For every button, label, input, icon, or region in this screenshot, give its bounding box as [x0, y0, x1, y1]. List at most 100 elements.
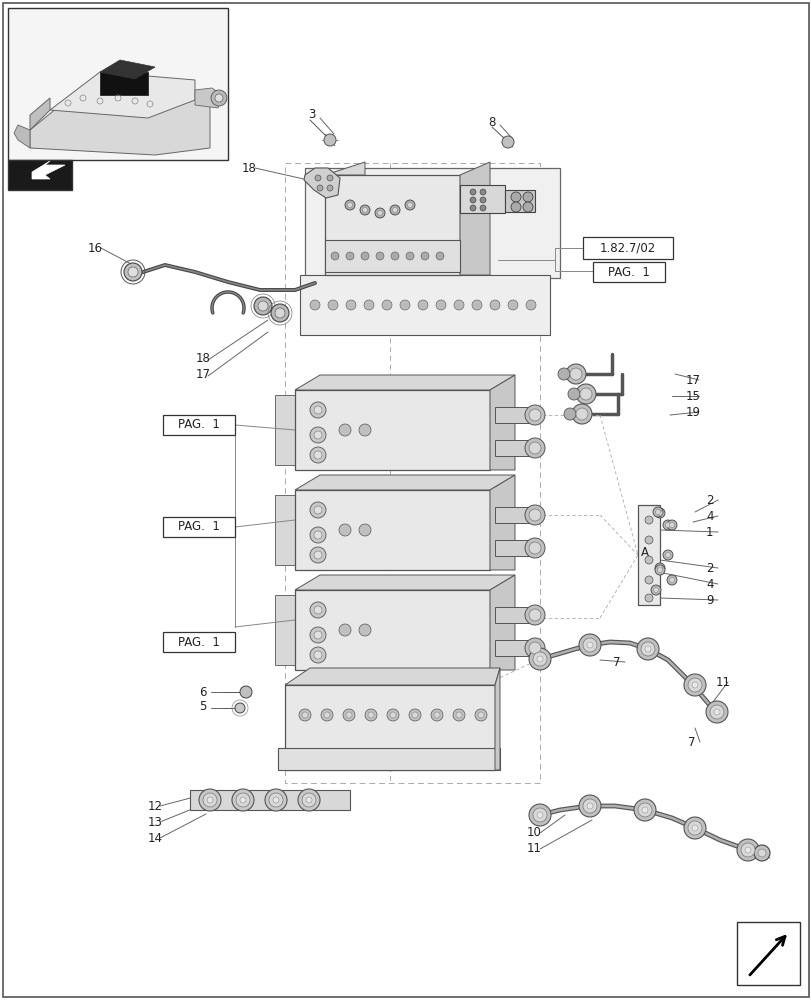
- Bar: [294, 490, 489, 570]
- Circle shape: [418, 300, 427, 310]
- Circle shape: [470, 205, 475, 211]
- Circle shape: [525, 405, 544, 425]
- Circle shape: [657, 568, 662, 572]
- Text: 7: 7: [612, 656, 620, 668]
- Circle shape: [453, 300, 463, 310]
- Circle shape: [345, 252, 354, 260]
- Bar: [163, 415, 234, 435]
- Text: PAG.  1: PAG. 1: [178, 636, 220, 648]
- Circle shape: [436, 252, 444, 260]
- Circle shape: [377, 211, 382, 216]
- Circle shape: [232, 789, 254, 811]
- Polygon shape: [285, 668, 500, 685]
- Polygon shape: [14, 125, 30, 148]
- Circle shape: [526, 300, 535, 310]
- Bar: [8, 8, 228, 160]
- Circle shape: [470, 189, 475, 195]
- Circle shape: [407, 202, 412, 208]
- Circle shape: [324, 134, 336, 146]
- Circle shape: [367, 712, 374, 718]
- Circle shape: [271, 304, 289, 322]
- Circle shape: [644, 536, 652, 544]
- Circle shape: [411, 712, 418, 718]
- Text: 6: 6: [199, 686, 206, 698]
- Circle shape: [654, 508, 664, 518]
- Polygon shape: [489, 475, 514, 570]
- Text: PAG.  1: PAG. 1: [178, 418, 220, 432]
- Circle shape: [657, 510, 662, 516]
- Bar: [495, 607, 534, 623]
- Circle shape: [644, 556, 652, 564]
- Circle shape: [324, 712, 329, 718]
- Circle shape: [338, 424, 350, 436]
- Circle shape: [240, 797, 246, 803]
- Circle shape: [683, 674, 705, 696]
- Circle shape: [406, 252, 414, 260]
- Circle shape: [654, 565, 664, 575]
- Circle shape: [375, 252, 384, 260]
- Circle shape: [420, 252, 428, 260]
- Circle shape: [316, 185, 323, 191]
- Circle shape: [314, 606, 322, 614]
- Bar: [495, 507, 534, 523]
- Circle shape: [310, 547, 325, 563]
- Text: 11: 11: [526, 842, 541, 856]
- Circle shape: [314, 406, 322, 414]
- Bar: [637, 505, 659, 605]
- Circle shape: [644, 516, 652, 524]
- Text: 5: 5: [199, 700, 206, 714]
- Circle shape: [501, 136, 513, 148]
- Circle shape: [298, 789, 320, 811]
- Circle shape: [275, 308, 285, 318]
- Circle shape: [314, 451, 322, 459]
- Circle shape: [310, 527, 325, 543]
- Circle shape: [298, 709, 311, 721]
- Bar: [582, 237, 672, 259]
- Circle shape: [310, 300, 320, 310]
- Circle shape: [575, 384, 595, 404]
- Circle shape: [328, 300, 337, 310]
- Circle shape: [691, 682, 697, 688]
- Circle shape: [375, 208, 384, 218]
- Bar: [495, 540, 534, 556]
- Text: 2: 2: [705, 493, 713, 506]
- Bar: [495, 407, 534, 423]
- Circle shape: [306, 797, 311, 803]
- Circle shape: [633, 799, 655, 821]
- Circle shape: [345, 300, 355, 310]
- Text: 14: 14: [148, 832, 163, 844]
- Circle shape: [310, 402, 325, 418]
- Circle shape: [637, 803, 651, 817]
- Circle shape: [525, 638, 544, 658]
- Bar: [8, 160, 72, 190]
- Circle shape: [757, 849, 765, 857]
- Text: 15: 15: [685, 389, 700, 402]
- Circle shape: [387, 709, 398, 721]
- Circle shape: [532, 652, 547, 666]
- Bar: [495, 440, 534, 456]
- Polygon shape: [275, 395, 294, 465]
- Circle shape: [381, 300, 392, 310]
- Circle shape: [392, 208, 397, 213]
- Circle shape: [345, 200, 354, 210]
- Text: PAG.  1: PAG. 1: [178, 520, 220, 534]
- Circle shape: [654, 563, 664, 573]
- Circle shape: [753, 845, 769, 861]
- Text: 11: 11: [715, 676, 730, 688]
- Text: 9: 9: [705, 593, 713, 606]
- Circle shape: [315, 175, 320, 181]
- Circle shape: [644, 576, 652, 584]
- Bar: [460, 185, 504, 213]
- Circle shape: [528, 648, 551, 670]
- Circle shape: [400, 300, 410, 310]
- Circle shape: [470, 197, 475, 203]
- Circle shape: [525, 438, 544, 458]
- Circle shape: [528, 442, 540, 454]
- Circle shape: [314, 551, 322, 559]
- Circle shape: [314, 631, 322, 639]
- Circle shape: [666, 575, 676, 585]
- Circle shape: [453, 709, 465, 721]
- Bar: [592, 262, 664, 282]
- Polygon shape: [50, 72, 195, 118]
- Circle shape: [363, 300, 374, 310]
